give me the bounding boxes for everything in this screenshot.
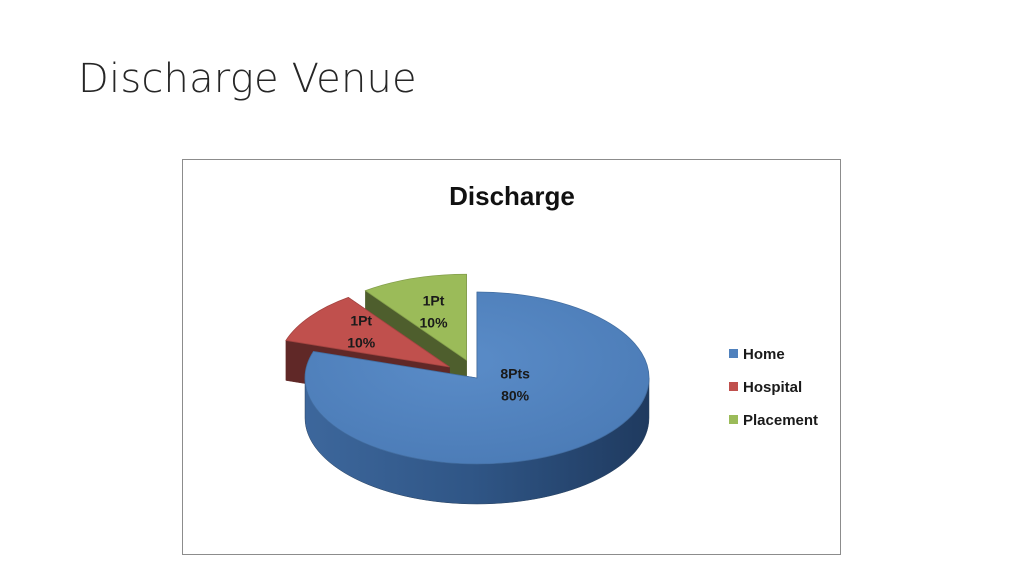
data-label-hospital-percent: 10%	[347, 335, 376, 351]
legend-label-placement: Placement	[743, 412, 818, 429]
pie-chart: Discharge 8Pts 80% 1Pt 10% 1Pt 10% Home Hospit…	[285, 181, 818, 505]
chart-title: Discharge	[449, 181, 575, 211]
legend-swatch-placement	[729, 415, 738, 424]
chart-frame: Discharge 8Pts 80% 1Pt 10% 1Pt 10% Home Hospit…	[182, 159, 841, 555]
pie-slice-home	[304, 291, 650, 505]
pie-slices	[285, 273, 650, 505]
legend-swatch-hospital	[729, 382, 738, 391]
legend-label-hospital: Hospital	[743, 379, 802, 396]
pie-data-labels: 8Pts 80% 1Pt 10% 1Pt 10%	[347, 293, 530, 404]
slide-title: Discharge Venue	[78, 56, 417, 102]
data-label-home-percent: 80%	[501, 387, 530, 403]
data-label-home-count: 8Pts	[500, 365, 530, 381]
legend: Home Hospital Placement	[729, 346, 818, 429]
data-label-hospital-count: 1Pt	[350, 313, 372, 329]
data-label-placement-percent: 10%	[420, 315, 449, 331]
legend-swatch-home	[729, 349, 738, 358]
data-label-placement-count: 1Pt	[423, 293, 445, 309]
legend-label-home: Home	[743, 346, 785, 363]
